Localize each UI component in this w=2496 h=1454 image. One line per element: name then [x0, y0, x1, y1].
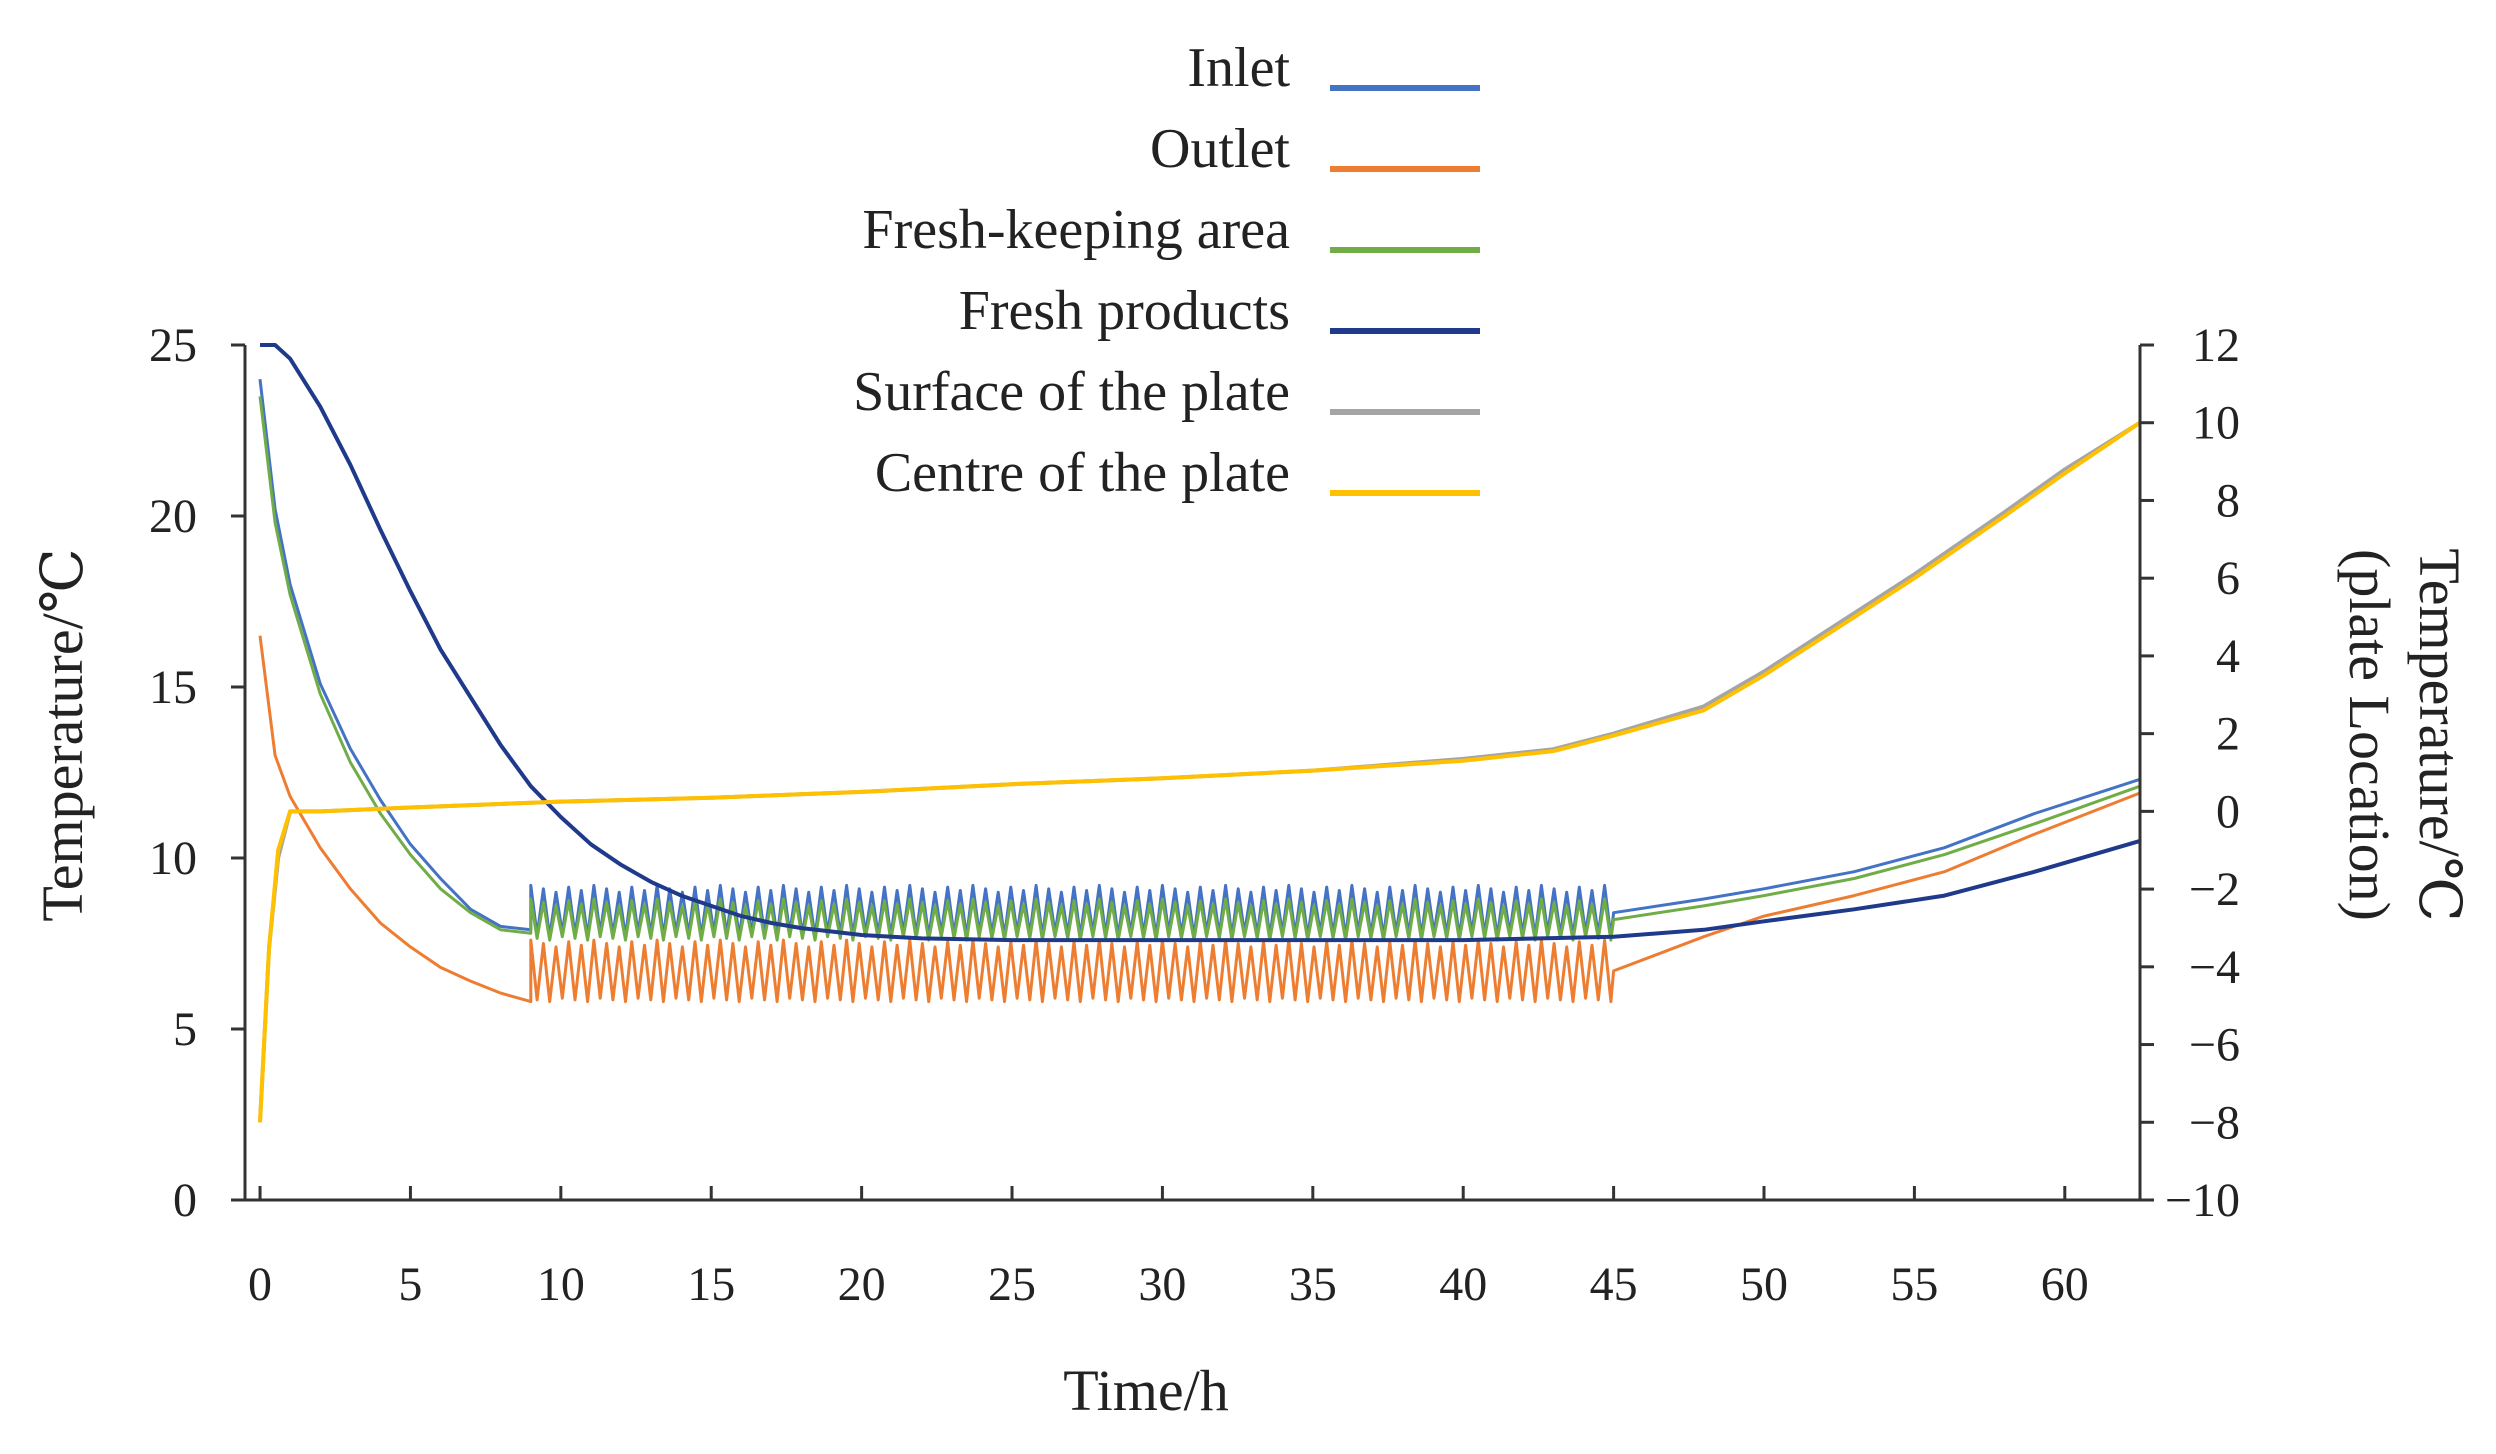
y2-tick-label: −4	[2189, 941, 2240, 994]
x-tick-label: 45	[1590, 1258, 1638, 1311]
x-tick-label: 10	[537, 1258, 585, 1311]
y2-tick-label: −8	[2189, 1096, 2240, 1149]
series-line-fresh-products	[260, 343, 2141, 943]
x-tick-label: 30	[1138, 1258, 1186, 1311]
plot-lines	[258, 343, 2142, 1123]
x-axis-title: Time/h	[1063, 1358, 1228, 1423]
legend-label-centre-of-the-plate: Centre of the plate	[875, 442, 1290, 504]
y2-tick-label: −2	[2189, 863, 2240, 916]
y-tick-label: 20	[149, 490, 197, 543]
x-tick-label: 20	[838, 1258, 886, 1311]
x-tick-label: 40	[1439, 1258, 1487, 1311]
y-tick-label: 10	[149, 832, 197, 885]
y2-tick-label: −10	[2165, 1174, 2240, 1227]
x-tick-label: 5	[398, 1258, 422, 1311]
legend-label-inlet: Inlet	[1187, 37, 1290, 99]
y2-axis-title-line1: Temperature/℃	[2407, 548, 2472, 921]
y2-tick-label: 2	[2216, 708, 2240, 761]
y2-tick-label: 0	[2216, 785, 2240, 838]
y2-tick-label: 4	[2216, 630, 2240, 683]
legend: Inlet Outlet Fresh-keeping area Fresh produ…	[853, 37, 1480, 504]
ticks: 0 5 10 15 20 25 30 35 40 45 50 55 600510152025−10−8−…	[149, 319, 2240, 1311]
x-tick-label: 0	[248, 1258, 272, 1311]
series-line-centre-of-the-plate	[258, 421, 2142, 1123]
y-tick-label: 25	[149, 319, 197, 372]
legend-label-fresh-keeping-area: Fresh-keeping area	[862, 199, 1290, 261]
x-tick-label: 15	[687, 1258, 735, 1311]
y-tick-label: 5	[173, 1003, 197, 1056]
legend-label-outlet: Outlet	[1150, 118, 1290, 180]
y2-tick-label: 8	[2216, 474, 2240, 527]
y2-tick-label: 10	[2192, 397, 2240, 450]
x-tick-label: 55	[1890, 1258, 1938, 1311]
y-axis-title: Temperature/℃	[30, 548, 95, 921]
series-line-fresh-keeping-area	[258, 396, 2141, 942]
y2-tick-label: −6	[2189, 1019, 2240, 1072]
x-tick-label: 35	[1289, 1258, 1337, 1311]
x-tick-label: 60	[2041, 1258, 2089, 1311]
legend-label-fresh-products: Fresh products	[959, 280, 1290, 342]
legend-label-surface-of-the-plate: Surface of the plate	[853, 361, 1290, 423]
series-line-outlet	[258, 635, 2141, 1004]
x-tick-label: 25	[988, 1258, 1036, 1311]
y-tick-label: 0	[173, 1174, 197, 1227]
y2-tick-label: 12	[2192, 319, 2240, 372]
x-tick-label: 50	[1740, 1258, 1788, 1311]
y-tick-label: 15	[149, 661, 197, 714]
y2-axis-title-line2: (plate Location)	[2337, 549, 2402, 921]
y2-tick-label: 6	[2216, 552, 2240, 605]
